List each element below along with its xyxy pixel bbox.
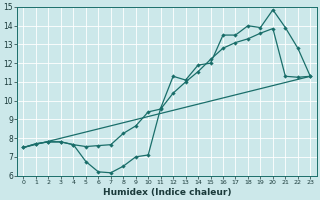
X-axis label: Humidex (Indice chaleur): Humidex (Indice chaleur) — [103, 188, 231, 197]
